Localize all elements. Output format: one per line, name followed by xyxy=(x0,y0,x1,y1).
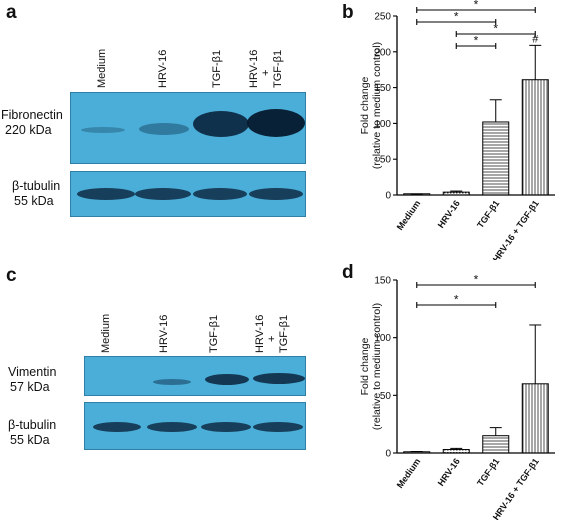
y-tick-label: 100 xyxy=(374,119,391,130)
x-tick-label: HRV-16 xyxy=(436,198,462,229)
panel-c-letter: c xyxy=(6,265,17,286)
fibronectin-name: Fibronectin xyxy=(1,108,63,122)
bar xyxy=(521,79,549,196)
y-tick-label: 150 xyxy=(374,83,391,94)
x-tick-label: TGF-β1 xyxy=(475,198,501,230)
bar xyxy=(521,383,549,454)
x-tick-label: Medium xyxy=(395,198,423,232)
fibronectin-blot xyxy=(70,92,306,164)
y-axis-label: Fold change xyxy=(359,337,371,395)
y-tick-label: 100 xyxy=(374,333,391,344)
chart-b: 0 50 100 150 200 250 Fold change (relative to m… xyxy=(359,0,555,260)
tubulin-c-name: β-tubulin xyxy=(8,418,57,432)
y-axis-label: Fold change xyxy=(359,76,371,134)
tubulin-a-band-3 xyxy=(193,188,247,200)
panel-a-letter: a xyxy=(6,2,17,23)
chart-d: 0 50 100 150 Fold change (relative to medium … xyxy=(359,273,555,520)
bar xyxy=(482,121,510,196)
significance-label: * xyxy=(454,10,459,24)
vimentin-name: Vimentin xyxy=(8,365,57,379)
tubulin-a-label: β-tubulin 55 kDa xyxy=(12,179,60,209)
vimentin-label: Vimentin 57 kDa xyxy=(8,365,56,395)
x-tick-label: TGF-β1 xyxy=(475,456,501,488)
y-tick-label: 50 xyxy=(380,155,392,166)
y-tick-label: 150 xyxy=(374,276,391,287)
y-tick-label: 0 xyxy=(385,191,391,202)
panel-b-letter: b xyxy=(342,2,354,23)
y-tick-label: 250 xyxy=(374,12,391,23)
bar xyxy=(442,191,470,196)
fibronectin-band-combo xyxy=(247,109,305,137)
y-tick-label: 50 xyxy=(380,391,392,402)
fibronectin-label: Fibronectin 220 kDa xyxy=(1,108,63,138)
tubulin-c-size: 55 kDa xyxy=(10,433,50,447)
x-tick-label: HRV-16 xyxy=(436,456,462,487)
y-tick-label: 200 xyxy=(374,47,391,58)
tubulin-c-band-1 xyxy=(93,422,141,432)
tubulin-a-size: 55 kDa xyxy=(14,194,54,208)
x-tick-label: Medium xyxy=(395,456,423,490)
tubulin-a-name: β-tubulin xyxy=(12,179,61,193)
bar xyxy=(482,435,510,454)
fibronectin-size: 220 kDa xyxy=(5,123,52,137)
tubulin-c-band-2 xyxy=(147,422,197,432)
tubulin-a-band-2 xyxy=(135,188,191,200)
significance-label: * xyxy=(474,273,479,287)
fibronectin-band-tgfb1 xyxy=(193,111,249,137)
tubulin-a-band-1 xyxy=(77,188,135,200)
bar xyxy=(442,449,470,454)
significance-label: * xyxy=(474,34,479,48)
panel-d-letter: d xyxy=(342,262,354,283)
y-axis-label: (relative to medium control) xyxy=(371,42,383,169)
fibronectin-band-hrv16 xyxy=(139,123,189,135)
tubulin-c-band-4 xyxy=(253,422,303,432)
significance-label: * xyxy=(493,22,498,36)
y-axis-label: (relative to medium control) xyxy=(371,303,383,430)
vimentin-band-tgfb1 xyxy=(205,374,249,385)
significance-label: * xyxy=(474,0,479,12)
fibronectin-band-medium xyxy=(81,127,125,133)
significance-label: * xyxy=(454,293,459,307)
vimentin-blot xyxy=(84,356,306,396)
tubulin-a-band-4 xyxy=(249,188,303,200)
tubulin-c-label: β-tubulin 55 kDa xyxy=(8,418,56,448)
bar-annotation: # xyxy=(532,33,539,45)
tubulin-c-band-3 xyxy=(201,422,251,432)
tubulin-a-blot xyxy=(70,171,306,217)
tubulin-c-blot xyxy=(84,402,306,450)
vimentin-band-hrv16 xyxy=(153,379,191,385)
y-tick-label: 0 xyxy=(385,449,391,460)
vimentin-band-combo xyxy=(253,373,305,384)
vimentin-size: 57 kDa xyxy=(10,380,50,394)
